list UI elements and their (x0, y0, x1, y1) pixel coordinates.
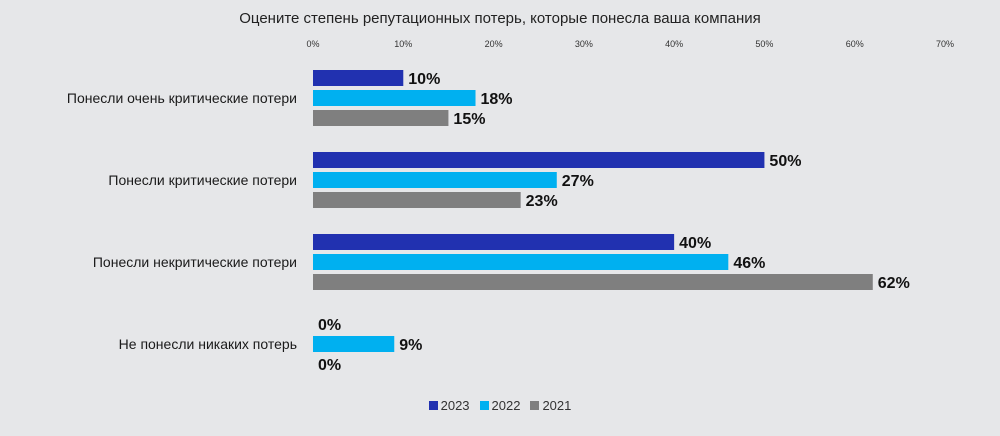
legend-label: 2021 (542, 398, 572, 413)
legend-swatch (428, 401, 438, 410)
data-label-2022: 46% (733, 255, 765, 272)
category-label: Понесли некритические потери (93, 254, 297, 270)
data-label-2022: 9% (399, 337, 422, 354)
chart-title: Оцените степень репутационных потерь, ко… (239, 10, 761, 27)
x-tick-label: 60% (846, 39, 864, 49)
x-tick-label: 30% (575, 39, 593, 49)
bar-2021 (313, 192, 521, 208)
category-label: Понесли очень критические потери (67, 90, 297, 106)
bar-2021 (313, 274, 873, 290)
legend: 2023 2022 2021 (0, 398, 1000, 413)
bar-2023 (313, 234, 675, 250)
data-label-2021: 0% (318, 357, 341, 374)
x-tick-label: 10% (394, 39, 412, 49)
legend-item-2021: 2021 (530, 398, 571, 413)
legend-item-2023: 2023 (428, 398, 470, 413)
legend-swatch (530, 401, 540, 410)
legend-label: 2022 (491, 398, 521, 413)
data-label-2023: 0% (318, 317, 341, 334)
category-label: Не понесли никаких потерь (119, 336, 297, 352)
bar-2022 (313, 336, 395, 352)
category-label: Понесли критические потери (108, 172, 297, 188)
data-label-2021: 62% (878, 275, 910, 292)
bar-2023 (313, 70, 404, 86)
data-label-2023: 10% (408, 71, 440, 88)
data-label-2022: 18% (481, 91, 513, 108)
data-label-2021: 23% (526, 193, 558, 210)
x-tick-label: 70% (936, 39, 954, 49)
x-tick-label: 50% (755, 39, 773, 49)
legend-label: 2023 (440, 398, 470, 413)
x-tick-label: 40% (665, 39, 683, 49)
legend-swatch (479, 401, 489, 410)
x-tick-label: 0% (306, 39, 319, 49)
bar-2022 (313, 172, 557, 188)
data-label-2022: 27% (562, 173, 594, 190)
bar-2021 (313, 110, 449, 126)
bar-2022 (313, 90, 476, 106)
data-label-2023: 40% (679, 235, 711, 252)
x-tick-label: 20% (485, 39, 503, 49)
data-label-2023: 50% (769, 153, 801, 170)
data-label-2021: 15% (453, 111, 485, 128)
bar-2022 (313, 254, 729, 270)
legend-item-2022: 2022 (479, 398, 521, 413)
bar-2023 (313, 152, 765, 168)
